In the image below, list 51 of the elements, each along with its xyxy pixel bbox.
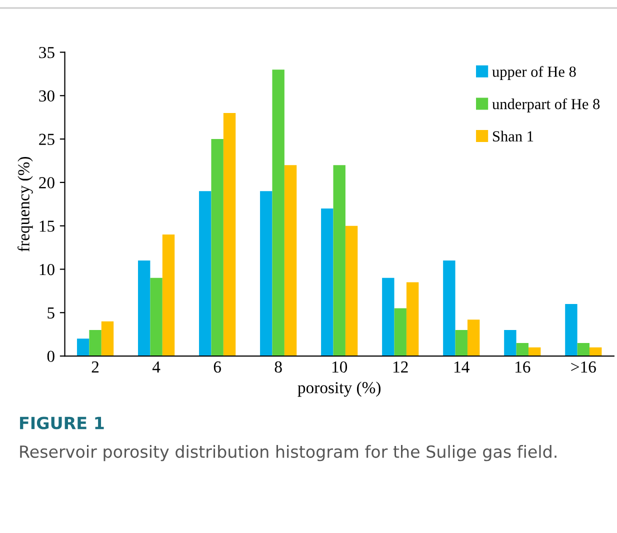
x-tick-label: 12 xyxy=(393,361,408,372)
bar xyxy=(76,338,90,356)
y-tick-label: 20 xyxy=(39,177,54,188)
bar xyxy=(406,282,419,356)
y-tick-label: 35 xyxy=(39,46,54,58)
bar xyxy=(89,330,102,356)
bar xyxy=(528,347,541,356)
x-tick-label: 16 xyxy=(516,361,530,373)
bar xyxy=(504,330,516,356)
x-tick-label: 14 xyxy=(454,361,470,372)
x-tick-label: 6 xyxy=(214,361,221,373)
y-tick-label: 15 xyxy=(40,220,54,232)
bar xyxy=(443,260,456,356)
x-tick-label: 10 xyxy=(332,361,348,373)
bar xyxy=(394,308,406,356)
bar xyxy=(211,139,224,356)
bar xyxy=(467,320,480,356)
bar xyxy=(223,112,236,356)
legend-label: upper of He 8 xyxy=(492,66,576,80)
bar xyxy=(284,165,297,356)
bar xyxy=(272,70,284,356)
bar xyxy=(516,343,528,356)
bar xyxy=(455,330,468,356)
bar xyxy=(577,343,590,356)
x-tick-label: 8 xyxy=(274,361,282,373)
bar xyxy=(101,321,114,356)
x-tick-label: 4 xyxy=(152,362,160,372)
y-tick-label: 5 xyxy=(48,308,54,319)
bar xyxy=(138,260,150,356)
bar xyxy=(321,208,334,356)
y-tick-label: 25 xyxy=(39,134,54,145)
bar xyxy=(590,347,602,356)
y-tick-label: 0 xyxy=(47,350,54,362)
bar xyxy=(260,191,272,356)
bar xyxy=(345,226,358,356)
y-axis-title: frequency (%) xyxy=(18,156,33,252)
legend-label: underpart of He 8 xyxy=(492,98,600,112)
bar xyxy=(565,304,578,356)
bar xyxy=(199,191,212,356)
y-tick-label: 10 xyxy=(40,264,54,276)
bar xyxy=(382,278,394,356)
x-tick-label: 2 xyxy=(92,361,99,372)
caption: FIGURE 1 xyxy=(20,416,104,430)
bar xyxy=(150,278,162,356)
x-tick-label: >16 xyxy=(571,361,596,373)
bar xyxy=(333,165,346,356)
y-tick-label: 30 xyxy=(39,90,54,102)
text: Reservoir porosity distribution histogram for the Sulige gas field. xyxy=(20,445,556,462)
legend-label: Shan 1 xyxy=(493,130,534,142)
bar xyxy=(162,234,175,356)
x-axis-title: porosity (%) xyxy=(298,382,381,397)
